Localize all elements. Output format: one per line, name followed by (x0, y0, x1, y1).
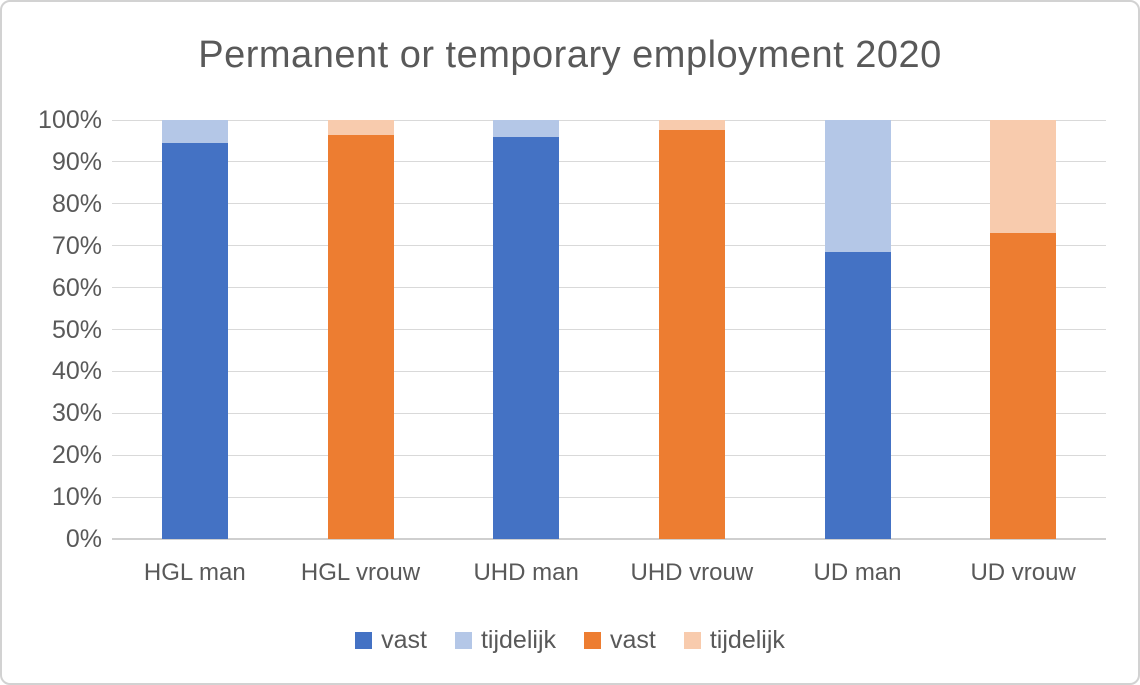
legend-item: vast (584, 626, 656, 655)
y-axis-tick-label: 20% (51, 441, 102, 470)
gridline (112, 538, 1106, 540)
legend-swatch-icon (454, 632, 472, 649)
bar-segment-vast (658, 130, 725, 539)
bar-segment-tijdelijk (493, 120, 560, 137)
legend-swatch-icon (355, 632, 373, 649)
plot-area (112, 119, 1106, 540)
y-axis-tick-label: 70% (51, 231, 102, 260)
x-axis-tick-label: UHD man (473, 559, 579, 586)
gridline (112, 161, 1106, 163)
x-axis-tick-label: UD vrouw (970, 559, 1076, 586)
legend-label: vast (610, 626, 656, 654)
legend: vast tijdelijk vast tijdelijk (2, 626, 1138, 655)
gridline (112, 496, 1106, 498)
bar-segment-tijdelijk (327, 120, 394, 135)
legend-item: vast (355, 626, 427, 655)
x-axis-tick-label: HGL man (143, 559, 246, 586)
gridline (112, 119, 1106, 121)
legend-label: tijdelijk (709, 626, 785, 654)
bar-segment-vast (161, 143, 228, 539)
gridline (112, 203, 1106, 205)
y-axis-tick-label: 50% (51, 315, 102, 344)
bar-segment-vast (824, 252, 891, 539)
gridline (112, 245, 1106, 247)
bar-segment-vast (990, 233, 1057, 539)
legend-label: vast (381, 626, 427, 654)
gridline (112, 412, 1106, 414)
y-axis-tick-label: 0% (65, 525, 102, 553)
y-axis-tick-label: 100% (38, 106, 102, 134)
y-axis-tick-label: 10% (51, 483, 102, 512)
legend-swatch-icon (683, 632, 701, 649)
gridline (112, 454, 1106, 456)
bar-segment-vast (327, 134, 394, 539)
y-axis-tick-label: 40% (51, 357, 102, 386)
bar-segment-tijdelijk (658, 120, 725, 131)
x-axis-tick-label: UHD vrouw (630, 559, 754, 586)
y-axis-tick-label: 80% (51, 189, 102, 218)
bar-segment-tijdelijk (990, 120, 1057, 234)
legend-item: tijdelijk (454, 626, 556, 655)
gridline (112, 287, 1106, 289)
y-axis-tick-label: 90% (51, 147, 102, 176)
x-axis-tick-label: UD man (813, 559, 902, 586)
gridline (112, 370, 1106, 372)
bar-segment-tijdelijk (161, 120, 228, 144)
gridline (112, 329, 1106, 330)
legend-swatch-icon (584, 632, 601, 649)
chart-title: Permanent or temporary employment 2020 (198, 34, 942, 76)
x-axis-tick-label: HGL vrouw (300, 559, 421, 586)
y-axis-tick-label: 60% (51, 273, 102, 302)
bar-segment-tijdelijk (824, 120, 891, 252)
y-axis-tick-label: 30% (51, 399, 102, 428)
legend-label: tijdelijk (480, 626, 556, 654)
legend-item: tijdelijk (683, 626, 785, 655)
bar-segment-vast (493, 136, 560, 539)
